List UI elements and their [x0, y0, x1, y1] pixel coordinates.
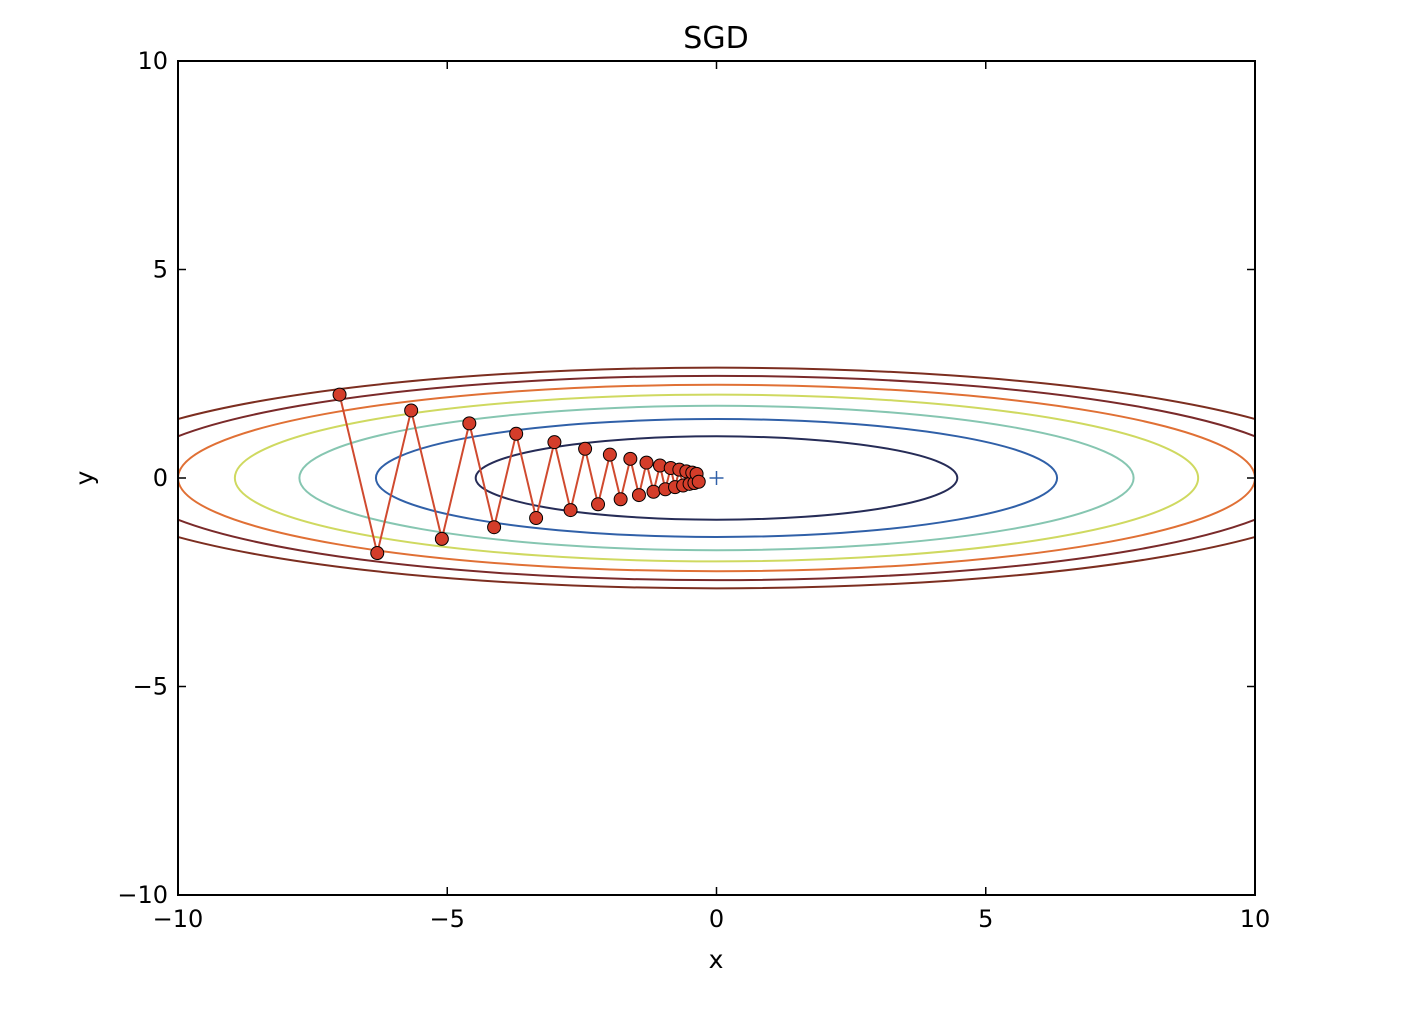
axis-ticks: −10 −5 0 5 10 −10 −5 0 5 10	[117, 47, 1270, 933]
contour-lines	[178, 366, 1255, 590]
minimum-marker	[709, 471, 724, 485]
sgd-point-5	[462, 416, 477, 431]
x-tick-label: −5	[430, 905, 465, 933]
x-tick-label: 0	[709, 905, 724, 933]
sgd-point-3	[404, 403, 419, 418]
contour-line-1	[474, 435, 959, 521]
chart-title: SGD	[683, 21, 748, 56]
contour-line-4	[233, 393, 1200, 563]
contour-line-7	[178, 366, 1255, 590]
x-tick-label: 10	[1240, 905, 1271, 933]
sgd-point-15	[623, 451, 638, 466]
sgd-point-17	[639, 455, 654, 470]
x-tick-label: 5	[978, 905, 993, 933]
sgd-point-2	[370, 546, 385, 561]
sgd-path-line	[338, 394, 700, 554]
sgd-path-layer	[332, 387, 724, 561]
y-axis-label: y	[70, 470, 99, 485]
y-tick-label: 5	[153, 256, 168, 284]
sgd-point-30	[691, 474, 706, 489]
x-axis-label: x	[709, 945, 724, 974]
x-tick-label: −10	[153, 905, 204, 933]
sgd-point-9	[547, 435, 562, 450]
contour-line-5	[178, 383, 1255, 573]
sgd-point-8	[529, 511, 544, 526]
sgd-point-14	[613, 492, 628, 507]
contour-line-6	[178, 374, 1255, 582]
sgd-point-16	[631, 488, 646, 503]
y-tick-label: −10	[117, 881, 168, 909]
y-tick-label: −5	[133, 673, 168, 701]
contour-line-2	[374, 418, 1059, 538]
sgd-point-6	[487, 520, 502, 535]
sgd-point-10	[563, 503, 578, 518]
sgd-point-1	[332, 387, 347, 402]
sgd-point-12	[591, 497, 606, 512]
sgd-point-18	[646, 484, 661, 499]
y-tick-label: 0	[153, 464, 168, 492]
sgd-point-4	[434, 531, 449, 546]
contour-line-3	[298, 404, 1135, 552]
sgd-point-11	[578, 441, 593, 456]
sgd-point-13	[602, 447, 617, 462]
sgd-point-7	[509, 426, 524, 441]
y-tick-label: 10	[137, 47, 168, 75]
